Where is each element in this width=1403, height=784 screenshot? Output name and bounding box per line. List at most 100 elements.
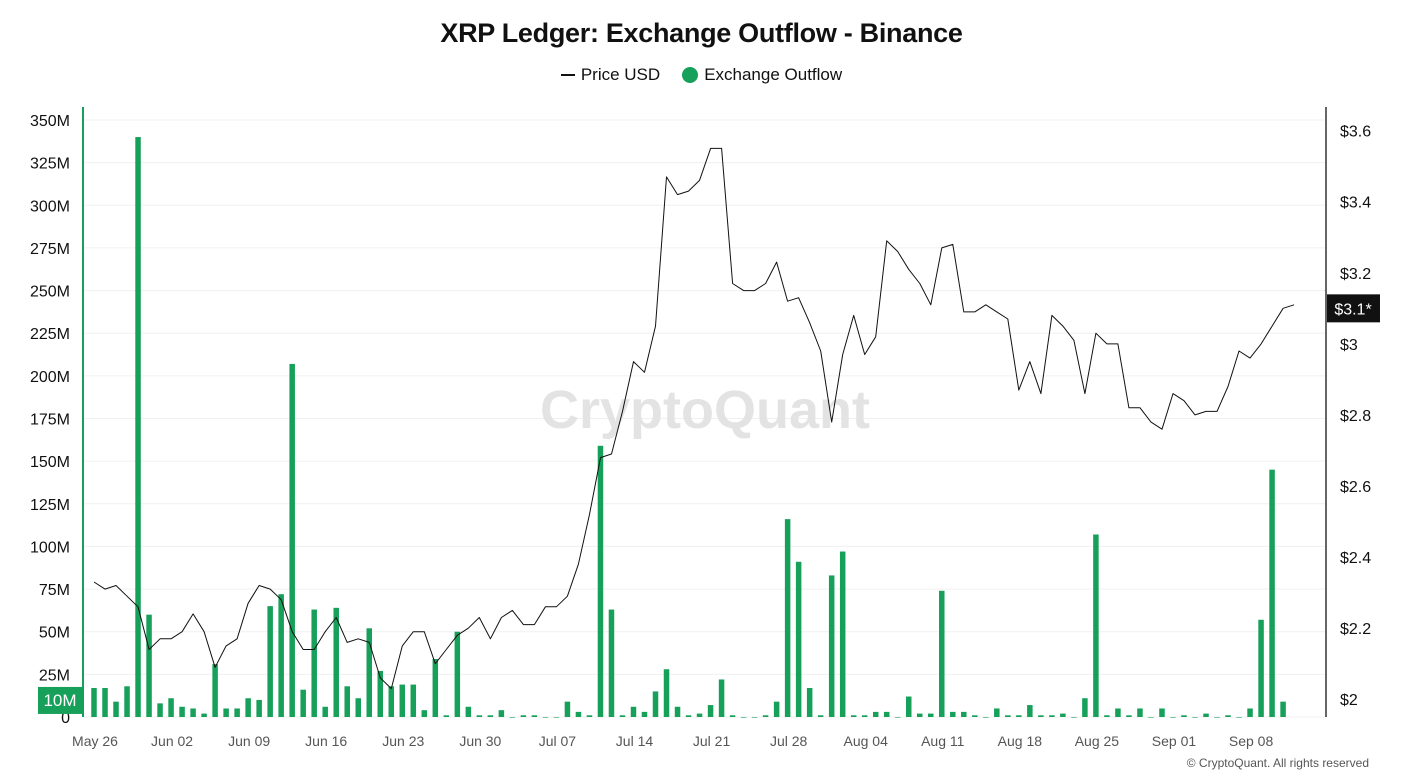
x-tick-label: Jun 16 [305,733,347,749]
outflow-bar [355,698,361,717]
outflow-bar [1170,717,1176,718]
outflow-bar [256,699,262,717]
outflow-bar [377,670,384,717]
outflow-bar [917,713,923,717]
y-tick-label-left: 200M [30,369,70,386]
outflow-bar [674,706,681,717]
outflow-bar [994,708,1000,717]
outflow-bar [1093,534,1099,717]
outflow-bar [212,664,218,717]
outflow-bar [983,717,989,718]
x-tick-label: Jun 02 [151,733,193,749]
legend-item-price[interactable]: Price USD [560,65,661,85]
x-tick-label: Aug 11 [921,733,965,749]
y-tick-label-right: $2.4 [1340,550,1371,567]
outflow-bar [1104,715,1110,717]
x-tick-label: Jul 07 [539,733,577,749]
outflow-bar [322,706,328,717]
current-outflow-badge [38,686,82,714]
outflow-bar [1203,713,1209,717]
outflow-bar [961,711,967,717]
outflow-bar [300,689,306,717]
outflow-bar [883,711,890,717]
outflow-bar [1258,619,1264,717]
outflow-bar [652,691,659,717]
x-tick-label: Jul 14 [616,733,654,749]
chart-title: XRP Ledger: Exchange Outflow - Binance [440,18,963,48]
y-tick-label-left: 100M [30,539,70,556]
chart-legend: Price USD Exchange Outflow [0,65,1403,85]
x-tick-label: Jun 30 [459,733,501,749]
outflow-bar [1159,708,1165,717]
y-tick-label-right: $3 [1340,337,1358,354]
outflow-bar [806,688,813,717]
outflow-bar [190,708,196,717]
outflow-bar [531,715,538,717]
outflow-bar [443,715,450,717]
outflow-bar [91,688,97,717]
y-tick-label-left: 350M [30,113,70,130]
outflow-bar [278,594,284,717]
legend-item-outflow[interactable]: Exchange Outflow [682,65,842,85]
y-tick-label-left: 175M [30,412,70,429]
outflow-bar [223,708,229,717]
outflow-bar [1280,701,1286,717]
outflow-bar [245,698,251,717]
outflow-bar [542,717,549,718]
outflow-bar [267,606,273,717]
y-tick-label-left: 25M [39,667,70,684]
y-tick-label-right: $2.2 [1340,621,1371,638]
y-tick-label-right: $3.6 [1340,124,1371,141]
x-tick-label: Jul 21 [693,733,731,749]
outflow-bar [234,708,240,717]
outflow-bar [421,710,428,717]
outflow-bar [333,607,339,717]
outflow-bar [850,715,857,717]
outflow-bar [553,717,560,718]
outflow-bar [1071,717,1077,718]
price-line [93,147,1295,690]
outflow-bar [784,519,791,717]
outflow-bar [1005,715,1011,717]
outflow-bar [630,706,637,717]
outflow-bar [597,445,604,717]
y-tick-label-right: $2.8 [1340,408,1371,425]
outflow-bar [179,706,185,717]
outflow-bar [773,701,780,717]
outflow-bar [839,551,846,717]
outflow-bar [972,715,978,717]
y-tick-label-right: $2.6 [1340,479,1371,496]
outflow-bar [168,698,174,717]
outflow-bar [795,561,802,717]
outflow-bar [1060,713,1066,717]
outflow-bar [432,659,439,717]
outflow-bar [905,696,912,717]
outflow-bar [1192,717,1198,718]
outflow-bar [1137,708,1143,717]
outflow-bar [928,713,934,717]
outflow-bar [113,701,119,717]
x-tick-label: Jun 23 [382,733,424,749]
legend-outflow-label: Exchange Outflow [704,65,843,84]
y-tick-label-left: 50M [39,625,70,642]
y-tick-label-left: 150M [30,454,70,471]
outflow-bar [872,711,879,717]
outflow-bar [729,715,736,717]
outflow-bar [289,363,295,717]
outflow-bar [102,688,108,717]
x-tick-label: Sep 01 [1152,733,1197,749]
current-price-label: $3.1* [1334,301,1371,318]
x-tick-label: May 26 [72,733,118,749]
outflow-bar [1126,715,1132,717]
outflow-bar [608,609,615,717]
outflow-bar [1225,715,1231,717]
copyright-notice: © CryptoQuant. All rights reserved [1186,756,1369,770]
y-tick-label-right: $2 [1340,692,1358,709]
outflow-bar [740,717,747,718]
outflow-bar [641,711,648,717]
x-tick-label: Aug 04 [844,733,889,749]
outflow-bar [751,717,758,718]
outflow-bar [1016,715,1022,717]
legend-price-label: Price USD [580,65,661,84]
outflow-bar [663,669,670,717]
